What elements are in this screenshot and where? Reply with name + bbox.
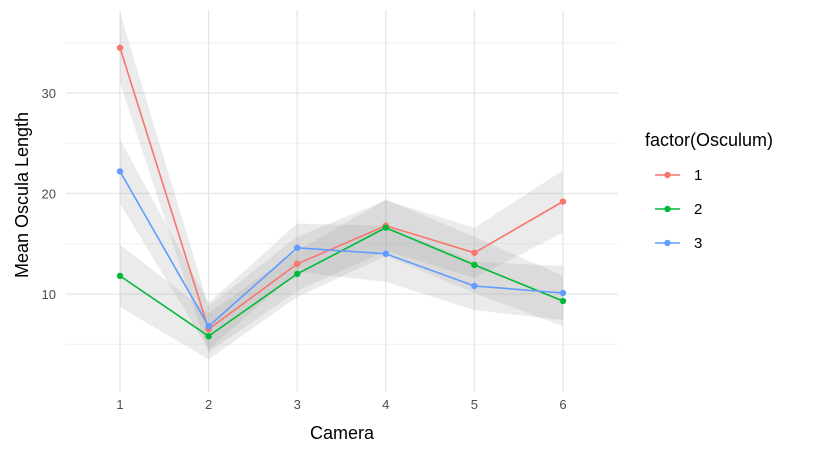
point-series-3 [559,289,567,297]
point-series-2 [471,261,478,269]
point-series-2 [559,297,567,305]
legend-item-1: 1 [655,167,702,184]
legend-label: 2 [694,201,702,218]
point-series-2 [116,272,124,280]
point-series-3 [294,244,301,251]
point-series-3 [382,250,389,257]
x-axis-ticks: 1 2 3 4 5 6 [116,397,566,412]
x-tick-label: 5 [471,397,478,412]
legend-key-point [664,239,671,247]
line-series-3 [119,171,564,328]
point-series-1 [116,44,124,51]
y-axis-ticks: 10 20 30 [42,86,56,302]
legend: factor(Osculum) 1 2 3 [645,130,773,252]
x-tick-label: 2 [205,397,212,412]
ribbon-series-2 [120,199,563,360]
series-points [116,44,567,340]
legend-key-point [664,205,671,213]
legend-label: 3 [694,235,702,252]
point-series-1 [471,249,478,256]
x-axis-title: Camera [310,423,375,443]
point-series-1 [559,198,567,205]
y-tick-label: 20 [42,187,56,202]
confidence-ribbons [120,12,563,360]
point-series-3 [116,168,124,175]
y-tick-label: 30 [42,86,56,101]
series-lines [119,47,564,338]
point-series-3 [471,282,478,290]
grid-minor [66,42,618,345]
legend-key-point [664,171,671,179]
point-series-2 [205,333,212,340]
legend-title: factor(Osculum) [645,130,773,150]
legend-label: 1 [694,167,702,184]
x-tick-label: 3 [294,397,301,412]
x-tick-label: 1 [116,397,123,412]
x-tick-label: 4 [382,397,389,412]
point-series-2 [294,270,301,278]
point-series-3 [205,322,212,330]
x-tick-label: 6 [559,397,566,412]
point-series-2 [382,224,389,231]
line-series-1 [119,47,564,331]
legend-item-2: 2 [655,201,702,218]
y-tick-label: 10 [42,287,56,302]
point-series-1 [294,260,301,268]
legend-item-3: 3 [655,235,702,252]
ribbon-series-1 [120,12,563,353]
y-axis-title: Mean Oscula Length [12,112,32,278]
legend-items: 1 2 3 [655,167,702,252]
